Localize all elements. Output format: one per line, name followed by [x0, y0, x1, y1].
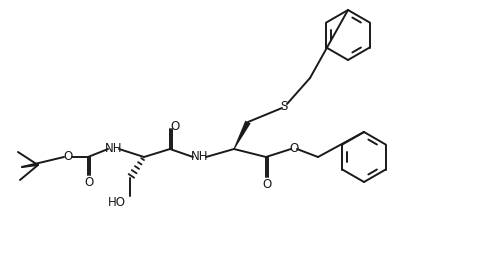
Text: NH: NH: [191, 150, 209, 164]
Text: S: S: [280, 99, 288, 112]
Text: HO: HO: [108, 197, 126, 209]
Text: O: O: [170, 120, 180, 132]
Text: O: O: [289, 143, 299, 156]
Text: O: O: [262, 177, 272, 191]
Text: O: O: [84, 176, 93, 188]
Text: O: O: [63, 150, 73, 164]
Polygon shape: [234, 121, 250, 149]
Text: NH: NH: [105, 143, 123, 156]
